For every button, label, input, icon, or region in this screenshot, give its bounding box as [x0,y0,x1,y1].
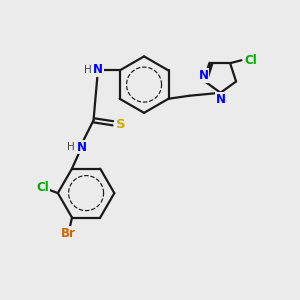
Text: H: H [67,142,74,152]
Text: Br: Br [61,226,76,239]
Text: Cl: Cl [244,54,257,67]
Text: Cl: Cl [37,181,50,194]
Text: N: N [199,69,208,82]
Text: N: N [93,63,103,76]
Text: N: N [76,140,87,154]
Text: N: N [215,93,226,106]
Text: S: S [116,118,126,131]
Text: H: H [84,65,92,75]
